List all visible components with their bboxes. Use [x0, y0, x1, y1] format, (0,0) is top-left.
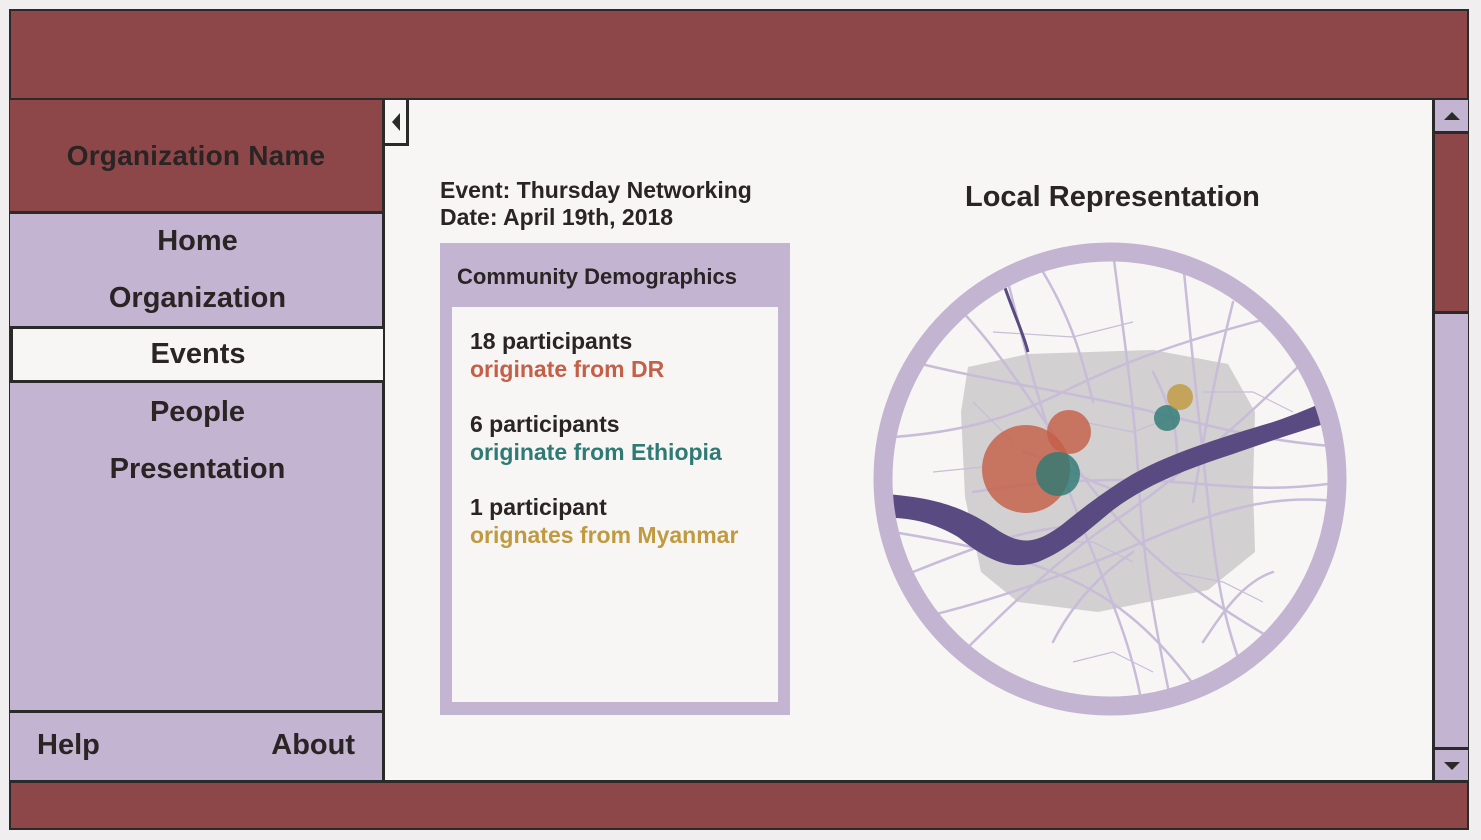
vertical-scrollbar[interactable]	[1432, 100, 1468, 781]
sidebar-item-people[interactable]: People	[149, 396, 246, 428]
stat-origin: orignates from Myanmar	[470, 522, 739, 548]
city-map-graphic	[873, 242, 1347, 716]
community-demographics-card: Community Demographics 18 participants o…	[440, 243, 790, 715]
sidebar-item-presentation[interactable]: Presentation	[109, 453, 286, 485]
arrow-up-icon	[1443, 111, 1460, 120]
demographic-stat-dr: 18 participants originate from DR	[470, 327, 664, 383]
scroll-thumb[interactable]	[1435, 134, 1468, 314]
sidebar: Organization Name Home Organization Even…	[10, 100, 386, 781]
about-link[interactable]: About	[271, 729, 355, 761]
stat-count: 18 participants	[470, 328, 633, 354]
sidebar-item-organization[interactable]: Organization	[108, 282, 287, 314]
organization-header: Organization Name	[10, 100, 385, 214]
river	[888, 392, 1332, 566]
stat-origin: originate from DR	[470, 356, 665, 382]
collapse-sidebar-button[interactable]	[385, 100, 409, 146]
demographic-stat-myanmar: 1 participant orignates from Myanmar	[470, 493, 738, 549]
stat-count: 6 participants	[470, 411, 620, 437]
myanmar-bubble[interactable]	[1167, 384, 1193, 410]
sidebar-item-events[interactable]: Events	[10, 326, 386, 383]
ethiopia-bubble[interactable]	[1036, 452, 1080, 496]
ethiopia-bubble-small[interactable]	[1154, 405, 1180, 431]
scroll-down-button[interactable]	[1435, 747, 1468, 781]
local-representation-map[interactable]	[873, 242, 1347, 716]
demographics-list: 18 participants originate from DR 6 part…	[452, 307, 778, 702]
help-link[interactable]: Help	[37, 729, 100, 761]
sidebar-footer: Help About	[10, 710, 385, 781]
scroll-up-button[interactable]	[1435, 100, 1468, 134]
map-title: Local Representation	[965, 181, 1260, 213]
arrow-down-icon	[1443, 761, 1460, 770]
demographics-title: Community Demographics	[457, 264, 737, 289]
collapse-left-icon	[391, 112, 400, 131]
event-title: Event: Thursday Networking	[440, 177, 752, 203]
sidebar-item-home[interactable]: Home	[157, 225, 238, 257]
dr-bubble-small[interactable]	[1047, 410, 1091, 454]
top-header-bar	[9, 9, 1469, 101]
demographic-stat-ethiopia: 6 participants originate from Ethiopia	[470, 410, 722, 466]
stat-origin: originate from Ethiopia	[470, 439, 722, 465]
organization-name: Organization Name	[66, 139, 326, 171]
bottom-status-bar	[9, 780, 1469, 830]
event-date: Date: April 19th, 2018	[440, 204, 674, 230]
stat-count: 1 participant	[470, 494, 607, 520]
map-ring	[873, 242, 1347, 716]
